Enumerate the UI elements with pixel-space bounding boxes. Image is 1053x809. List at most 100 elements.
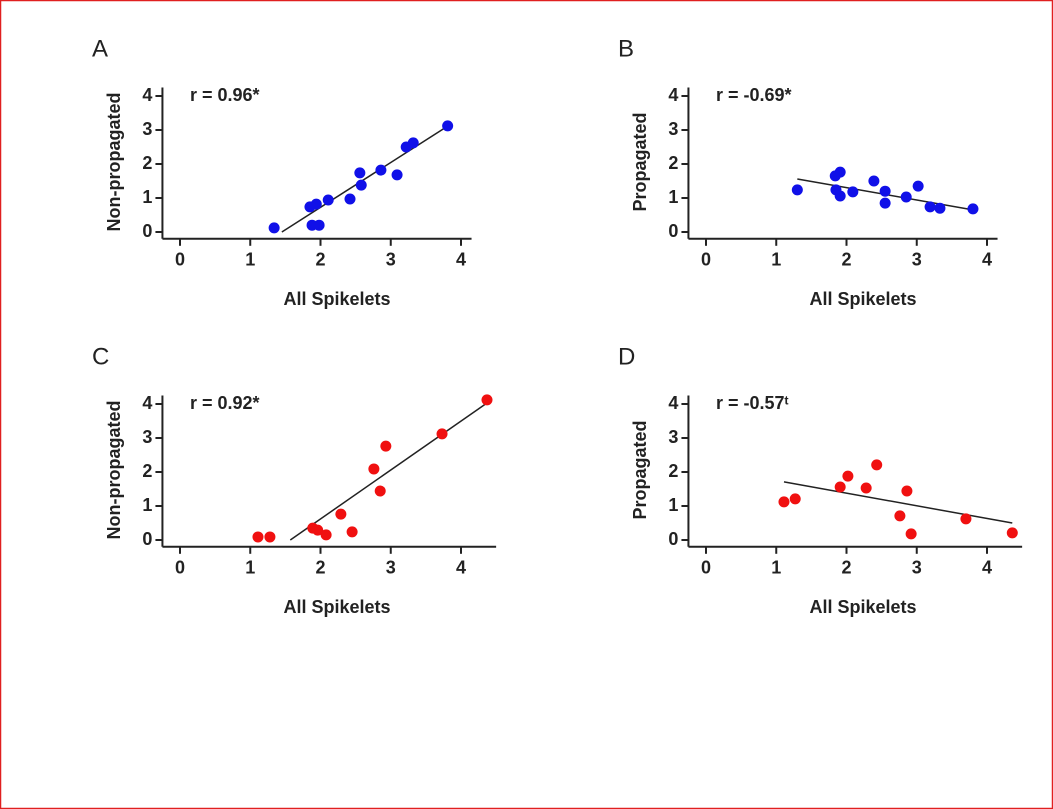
point bbox=[778, 496, 790, 508]
x-tick-label: 2 bbox=[315, 250, 325, 270]
x-tick-label: 4 bbox=[982, 250, 992, 270]
y-tick-label: 0 bbox=[142, 529, 152, 549]
point bbox=[322, 194, 334, 206]
x-tick-label: 2 bbox=[841, 558, 851, 578]
x-tick-label: 0 bbox=[701, 558, 711, 578]
x-tick-label: 2 bbox=[841, 250, 851, 270]
point bbox=[842, 470, 854, 482]
point bbox=[834, 190, 846, 202]
y-tick-label: 0 bbox=[668, 529, 678, 549]
y-tick-label: 3 bbox=[142, 427, 152, 447]
point bbox=[268, 222, 280, 234]
annotation: r = -0.57ᵗ bbox=[716, 393, 789, 413]
point bbox=[320, 529, 332, 541]
point bbox=[879, 197, 891, 209]
point bbox=[912, 180, 924, 192]
x-tick-label: 0 bbox=[701, 250, 711, 270]
point bbox=[252, 531, 264, 543]
annotation: r = 0.96* bbox=[190, 85, 260, 105]
y-tick-label: 0 bbox=[142, 221, 152, 241]
point bbox=[374, 485, 386, 497]
point bbox=[344, 193, 356, 205]
point bbox=[346, 526, 358, 538]
y-tick-label: 2 bbox=[668, 461, 678, 481]
x-axis-label: All Spikelets bbox=[809, 597, 916, 617]
panel-letter: A bbox=[92, 35, 108, 62]
point bbox=[868, 175, 880, 187]
point bbox=[391, 169, 403, 181]
point bbox=[871, 459, 883, 471]
y-tick-label: 1 bbox=[142, 495, 152, 515]
point bbox=[879, 185, 891, 197]
point bbox=[860, 482, 872, 494]
x-tick-label: 3 bbox=[386, 250, 396, 270]
panel: 0 1 2 3 4 0 1 2 3 4 Br = -0.69* All Spikelets Propag… bbox=[618, 35, 998, 309]
x-axis-label: All Spikelets bbox=[283, 289, 390, 309]
x-tick-label: 3 bbox=[912, 558, 922, 578]
point bbox=[847, 186, 859, 198]
y-tick-label: 4 bbox=[142, 393, 152, 413]
point bbox=[924, 201, 936, 213]
y-tick-label: 1 bbox=[668, 495, 678, 515]
trend-line bbox=[289, 402, 488, 541]
panel: 0 1 2 3 4 0 1 2 3 4 Ar = 0.96* All Spikelets Non-pro… bbox=[92, 35, 472, 309]
y-tick-label: 1 bbox=[142, 187, 152, 207]
x-tick-label: 4 bbox=[456, 250, 466, 270]
y-tick-label: 3 bbox=[668, 427, 678, 447]
x-tick-label: 0 bbox=[175, 558, 185, 578]
y-tick-label: 2 bbox=[142, 153, 152, 173]
x-tick-label: 0 bbox=[175, 250, 185, 270]
y-tick-label: 4 bbox=[142, 85, 152, 105]
x-tick-label: 1 bbox=[771, 558, 781, 578]
y-tick-label: 2 bbox=[668, 153, 678, 173]
x-tick-label: 1 bbox=[245, 558, 255, 578]
point bbox=[264, 531, 276, 543]
y-tick-label: 2 bbox=[142, 461, 152, 481]
point bbox=[791, 184, 803, 196]
y-tick-label: 3 bbox=[142, 119, 152, 139]
point bbox=[834, 481, 846, 493]
annotation: r = 0.92* bbox=[190, 393, 260, 413]
point bbox=[934, 202, 946, 214]
x-axis-label: All Spikelets bbox=[809, 289, 916, 309]
x-tick-label: 1 bbox=[245, 250, 255, 270]
x-tick-label: 3 bbox=[912, 250, 922, 270]
trend-line bbox=[783, 481, 1013, 524]
point bbox=[901, 485, 913, 497]
y-axis-label: Non-propagated bbox=[104, 93, 124, 232]
point bbox=[354, 167, 366, 179]
point bbox=[375, 164, 387, 176]
point bbox=[905, 528, 917, 540]
y-tick-label: 4 bbox=[668, 85, 678, 105]
x-axis-label: All Spikelets bbox=[283, 597, 390, 617]
panel: 0 1 2 3 4 0 1 2 3 4 Dr = -0.57ᵗ All Spikelets Propag… bbox=[618, 343, 1023, 617]
x-tick-label: 2 bbox=[315, 558, 325, 578]
x-tick-label: 4 bbox=[982, 558, 992, 578]
point bbox=[380, 440, 392, 452]
x-tick-label: 1 bbox=[771, 250, 781, 270]
y-axis-label: Non-propagated bbox=[104, 401, 124, 540]
point bbox=[481, 394, 493, 406]
panel-letter: D bbox=[618, 343, 635, 370]
y-tick-label: 3 bbox=[668, 119, 678, 139]
panel: 0 1 2 3 4 0 1 2 3 4 Cr = 0.92* All Spikelets Non-pro… bbox=[92, 343, 497, 617]
point bbox=[355, 179, 367, 191]
point bbox=[894, 510, 906, 522]
point bbox=[900, 191, 912, 203]
point bbox=[407, 137, 419, 149]
annotation: r = -0.69* bbox=[716, 85, 792, 105]
panel-letter: C bbox=[92, 343, 109, 370]
point bbox=[312, 524, 324, 536]
point bbox=[436, 428, 448, 440]
point bbox=[834, 166, 846, 178]
point bbox=[789, 493, 801, 505]
y-tick-label: 1 bbox=[668, 187, 678, 207]
panel-letter: B bbox=[618, 35, 634, 62]
x-tick-label: 4 bbox=[456, 558, 466, 578]
y-tick-label: 4 bbox=[668, 393, 678, 413]
y-tick-label: 0 bbox=[668, 221, 678, 241]
trend-line bbox=[281, 125, 448, 233]
y-axis-label: Propagated bbox=[630, 112, 650, 211]
